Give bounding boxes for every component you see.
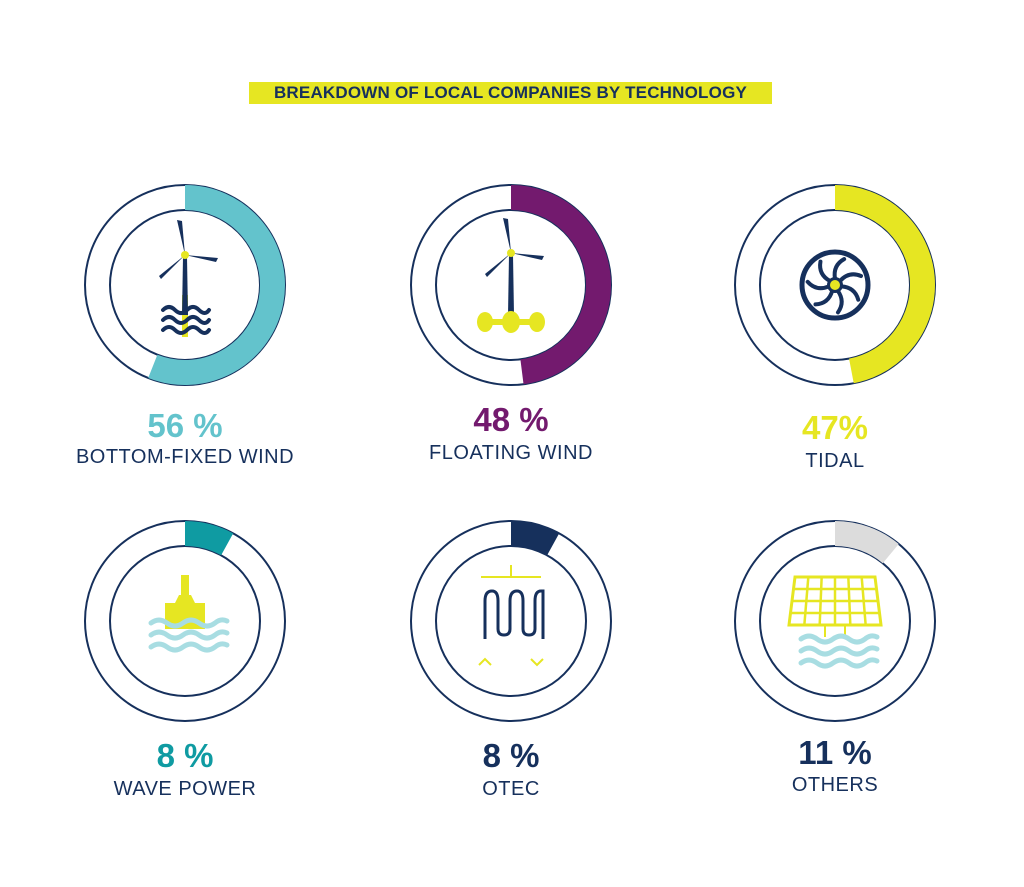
value-label-wave-power: 8 % xyxy=(156,737,214,774)
floating-wind-turbine-icon xyxy=(477,218,545,333)
donut-inner-ring xyxy=(435,545,587,697)
value-label-otec: 8 % xyxy=(482,737,540,774)
donut-otec xyxy=(410,520,612,722)
donut-segment-bottom-fixed-wind xyxy=(148,185,285,385)
category-label-otec: OTEC xyxy=(482,778,540,800)
category-label-tidal: TIDAL xyxy=(805,450,865,472)
donut-bottom-fixed-wind xyxy=(84,184,286,386)
solar-panel-over-waves-icon xyxy=(787,575,883,669)
value-label-others: 11 % xyxy=(798,734,872,771)
donut-inner-ring xyxy=(759,545,911,697)
otec-heat-exchanger-icon xyxy=(478,565,545,667)
value-label-floating-wind: 48 % xyxy=(473,401,549,438)
chart-title: BREAKDOWN OF LOCAL COMPANIES BY TECHNOLO… xyxy=(249,82,772,104)
donut-inner-ring xyxy=(759,209,911,361)
donut-segment-others xyxy=(834,521,899,564)
donut-outer-ring xyxy=(734,520,936,722)
donut-segment-floating-wind xyxy=(510,185,611,385)
donut-wave-power xyxy=(84,520,286,722)
value-label-tidal: 47% xyxy=(801,409,869,446)
category-label-bottom-fixed-wind: BOTTOM-FIXED WIND xyxy=(75,446,295,468)
wave-power-buoy-icon xyxy=(148,575,230,653)
category-label-floating-wind: FLOATING WIND xyxy=(429,442,593,464)
donut-segment-tidal xyxy=(834,185,935,384)
category-label-wave-power: WAVE POWER xyxy=(113,778,257,800)
donut-others xyxy=(734,520,936,722)
donut-floating-wind xyxy=(410,184,612,386)
donut-inner-ring xyxy=(435,209,587,361)
donut-inner-ring xyxy=(109,545,261,697)
donut-segment-wave-power xyxy=(184,521,234,556)
tidal-turbine-icon xyxy=(799,249,871,321)
value-label-bottom-fixed-wind: 56 % xyxy=(147,407,223,444)
bottom-fixed-wind-turbine-icon xyxy=(159,220,218,337)
donut-tidal xyxy=(734,184,936,386)
donut-segment-otec xyxy=(510,521,560,556)
category-label-others: OTHERS xyxy=(791,774,879,796)
